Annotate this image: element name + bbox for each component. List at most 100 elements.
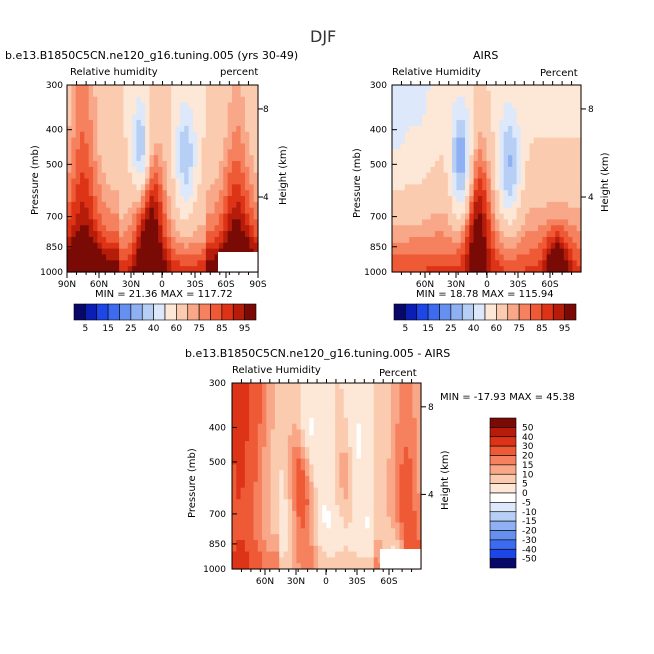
heat-cell xyxy=(426,131,432,139)
heat-cell xyxy=(205,236,211,244)
heat-cell xyxy=(166,166,172,174)
heat-cell xyxy=(395,383,401,390)
heat-cell xyxy=(300,505,306,512)
heat-cell xyxy=(499,125,505,133)
heat-cell xyxy=(313,388,319,396)
heat-cell xyxy=(88,184,94,191)
heat-cell xyxy=(469,172,475,180)
heat-cell xyxy=(559,207,565,215)
heat-cell xyxy=(210,266,216,273)
heat-cell xyxy=(80,160,85,168)
heat-cell xyxy=(417,172,423,180)
heat-cell xyxy=(244,120,250,127)
heat-cell xyxy=(75,236,81,244)
heat-cell xyxy=(373,534,379,541)
heat-cell xyxy=(473,231,479,238)
heat-cell xyxy=(257,557,263,564)
heat-cell xyxy=(559,125,565,133)
heat-cell xyxy=(416,423,422,431)
heat-cell xyxy=(335,487,340,495)
heat-cell xyxy=(533,125,539,133)
heat-cell xyxy=(465,266,470,273)
heat-cell xyxy=(97,266,103,273)
heat-cell xyxy=(390,383,396,390)
heat-cell xyxy=(296,499,302,506)
heat-cell xyxy=(416,476,422,483)
heat-cell xyxy=(145,172,151,180)
heat-cell xyxy=(404,213,410,220)
heat-cell xyxy=(236,423,242,431)
heat-cell xyxy=(279,528,285,535)
heat-cell xyxy=(525,114,531,121)
heat-cell xyxy=(101,137,107,145)
heat-cell xyxy=(249,487,255,495)
heat-cell xyxy=(240,394,246,402)
heat-cell xyxy=(197,207,203,215)
heat-cell xyxy=(71,102,77,109)
heat-cell xyxy=(140,90,146,98)
heat-cell xyxy=(326,406,332,413)
heat-cell xyxy=(119,196,125,203)
heat-cell xyxy=(339,539,345,547)
heat-cell xyxy=(201,207,207,215)
heat-cell xyxy=(499,231,505,238)
heat-cell xyxy=(236,394,242,402)
heat-cell xyxy=(253,178,259,185)
heat-cell xyxy=(490,190,496,197)
heat-cell xyxy=(140,166,146,174)
heat-cell xyxy=(465,184,470,191)
heat-cell xyxy=(236,207,242,215)
heat-cell xyxy=(525,213,531,220)
heat-cell xyxy=(542,108,548,115)
heat-cell xyxy=(283,545,289,553)
heat-cell xyxy=(232,423,237,431)
heat-cell xyxy=(184,248,190,256)
heat-cell xyxy=(335,441,340,448)
heat-cell xyxy=(465,242,470,250)
heat-cell xyxy=(520,236,526,244)
heat-cell xyxy=(576,219,582,226)
heat-cell xyxy=(262,470,267,477)
heat-cell xyxy=(555,160,561,168)
heat-cell xyxy=(452,254,458,261)
heat-cell xyxy=(456,231,462,238)
heat-cell xyxy=(443,102,449,109)
heat-cell xyxy=(236,388,242,396)
heat-cell xyxy=(179,155,185,162)
heat-cell xyxy=(75,219,81,226)
heat-cell xyxy=(365,539,371,547)
heat-cell xyxy=(240,196,246,203)
heat-cell xyxy=(390,470,396,477)
heat-cell xyxy=(149,231,155,238)
heat-cell xyxy=(495,236,500,244)
heat-cell xyxy=(114,160,120,168)
heat-cell xyxy=(482,96,488,104)
heat-cell xyxy=(136,125,142,133)
heat-cell xyxy=(409,143,415,150)
heat-cell xyxy=(559,236,565,244)
heat-cell xyxy=(495,225,500,232)
heat-cell xyxy=(127,213,133,220)
heat-cell xyxy=(171,137,177,145)
heat-cell xyxy=(305,417,310,425)
heat-cell xyxy=(382,429,388,436)
heat-cell xyxy=(153,242,159,250)
heat-cell xyxy=(145,155,151,162)
heat-cell xyxy=(409,125,415,133)
heat-cell xyxy=(550,166,556,174)
heat-cell xyxy=(390,394,396,402)
heat-cell xyxy=(317,528,323,535)
heat-cell xyxy=(399,388,405,396)
heat-cell xyxy=(240,172,246,180)
heat-cell xyxy=(422,213,427,220)
heat-cell xyxy=(512,178,518,185)
heat-cell xyxy=(456,90,462,98)
heat-cell xyxy=(232,545,237,553)
heat-cell xyxy=(365,534,371,541)
colorbar-label: -10 xyxy=(522,508,537,518)
heat-cell xyxy=(412,406,418,413)
colorbar-swatch xyxy=(96,303,109,321)
heat-cell xyxy=(296,528,302,535)
heat-cell xyxy=(386,493,392,500)
heat-cell xyxy=(214,125,220,133)
